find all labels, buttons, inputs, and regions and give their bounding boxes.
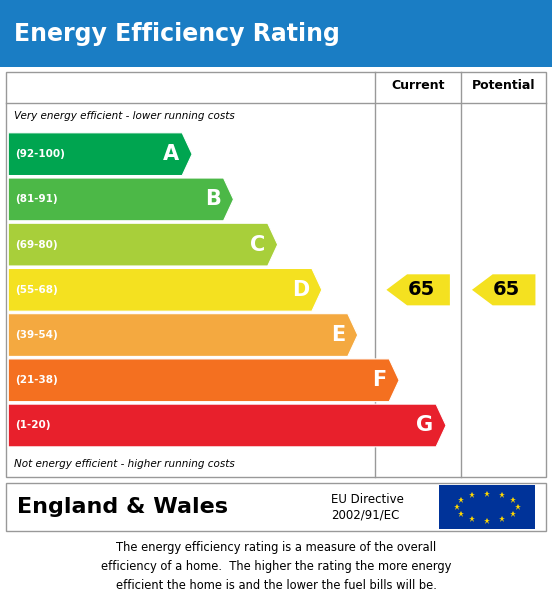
Text: E: E bbox=[331, 325, 345, 345]
Polygon shape bbox=[8, 223, 278, 266]
Polygon shape bbox=[8, 178, 233, 221]
Bar bbox=[439, 485, 535, 529]
Polygon shape bbox=[472, 275, 535, 305]
Text: (1-20): (1-20) bbox=[15, 421, 50, 430]
Text: (81-91): (81-91) bbox=[15, 194, 57, 204]
Polygon shape bbox=[386, 275, 450, 305]
Text: Current: Current bbox=[391, 78, 445, 91]
Text: (21-38): (21-38) bbox=[15, 375, 57, 386]
Text: D: D bbox=[292, 280, 309, 300]
Text: C: C bbox=[250, 235, 265, 254]
Text: Potential: Potential bbox=[472, 78, 535, 91]
Text: EU Directive
2002/91/EC: EU Directive 2002/91/EC bbox=[331, 493, 404, 521]
Text: (92-100): (92-100) bbox=[15, 149, 65, 159]
Text: A: A bbox=[163, 144, 179, 164]
Text: The energy efficiency rating is a measure of the overall
efficiency of a home.  : The energy efficiency rating is a measur… bbox=[101, 541, 451, 592]
Text: G: G bbox=[416, 416, 433, 435]
Text: Not energy efficient - higher running costs: Not energy efficient - higher running co… bbox=[14, 459, 235, 468]
Text: (69-80): (69-80) bbox=[15, 240, 57, 249]
Polygon shape bbox=[8, 359, 399, 402]
Text: England & Wales: England & Wales bbox=[17, 497, 227, 517]
Polygon shape bbox=[8, 404, 446, 447]
Text: B: B bbox=[205, 189, 221, 210]
Text: 65: 65 bbox=[493, 280, 521, 299]
Polygon shape bbox=[8, 268, 322, 311]
Text: Energy Efficiency Rating: Energy Efficiency Rating bbox=[14, 21, 339, 46]
Text: (39-54): (39-54) bbox=[15, 330, 57, 340]
Text: 65: 65 bbox=[407, 280, 435, 299]
Text: (55-68): (55-68) bbox=[15, 285, 57, 295]
Text: F: F bbox=[372, 370, 386, 390]
Text: Very energy efficient - lower running costs: Very energy efficient - lower running co… bbox=[14, 111, 235, 121]
Polygon shape bbox=[8, 133, 192, 175]
Polygon shape bbox=[8, 314, 358, 356]
